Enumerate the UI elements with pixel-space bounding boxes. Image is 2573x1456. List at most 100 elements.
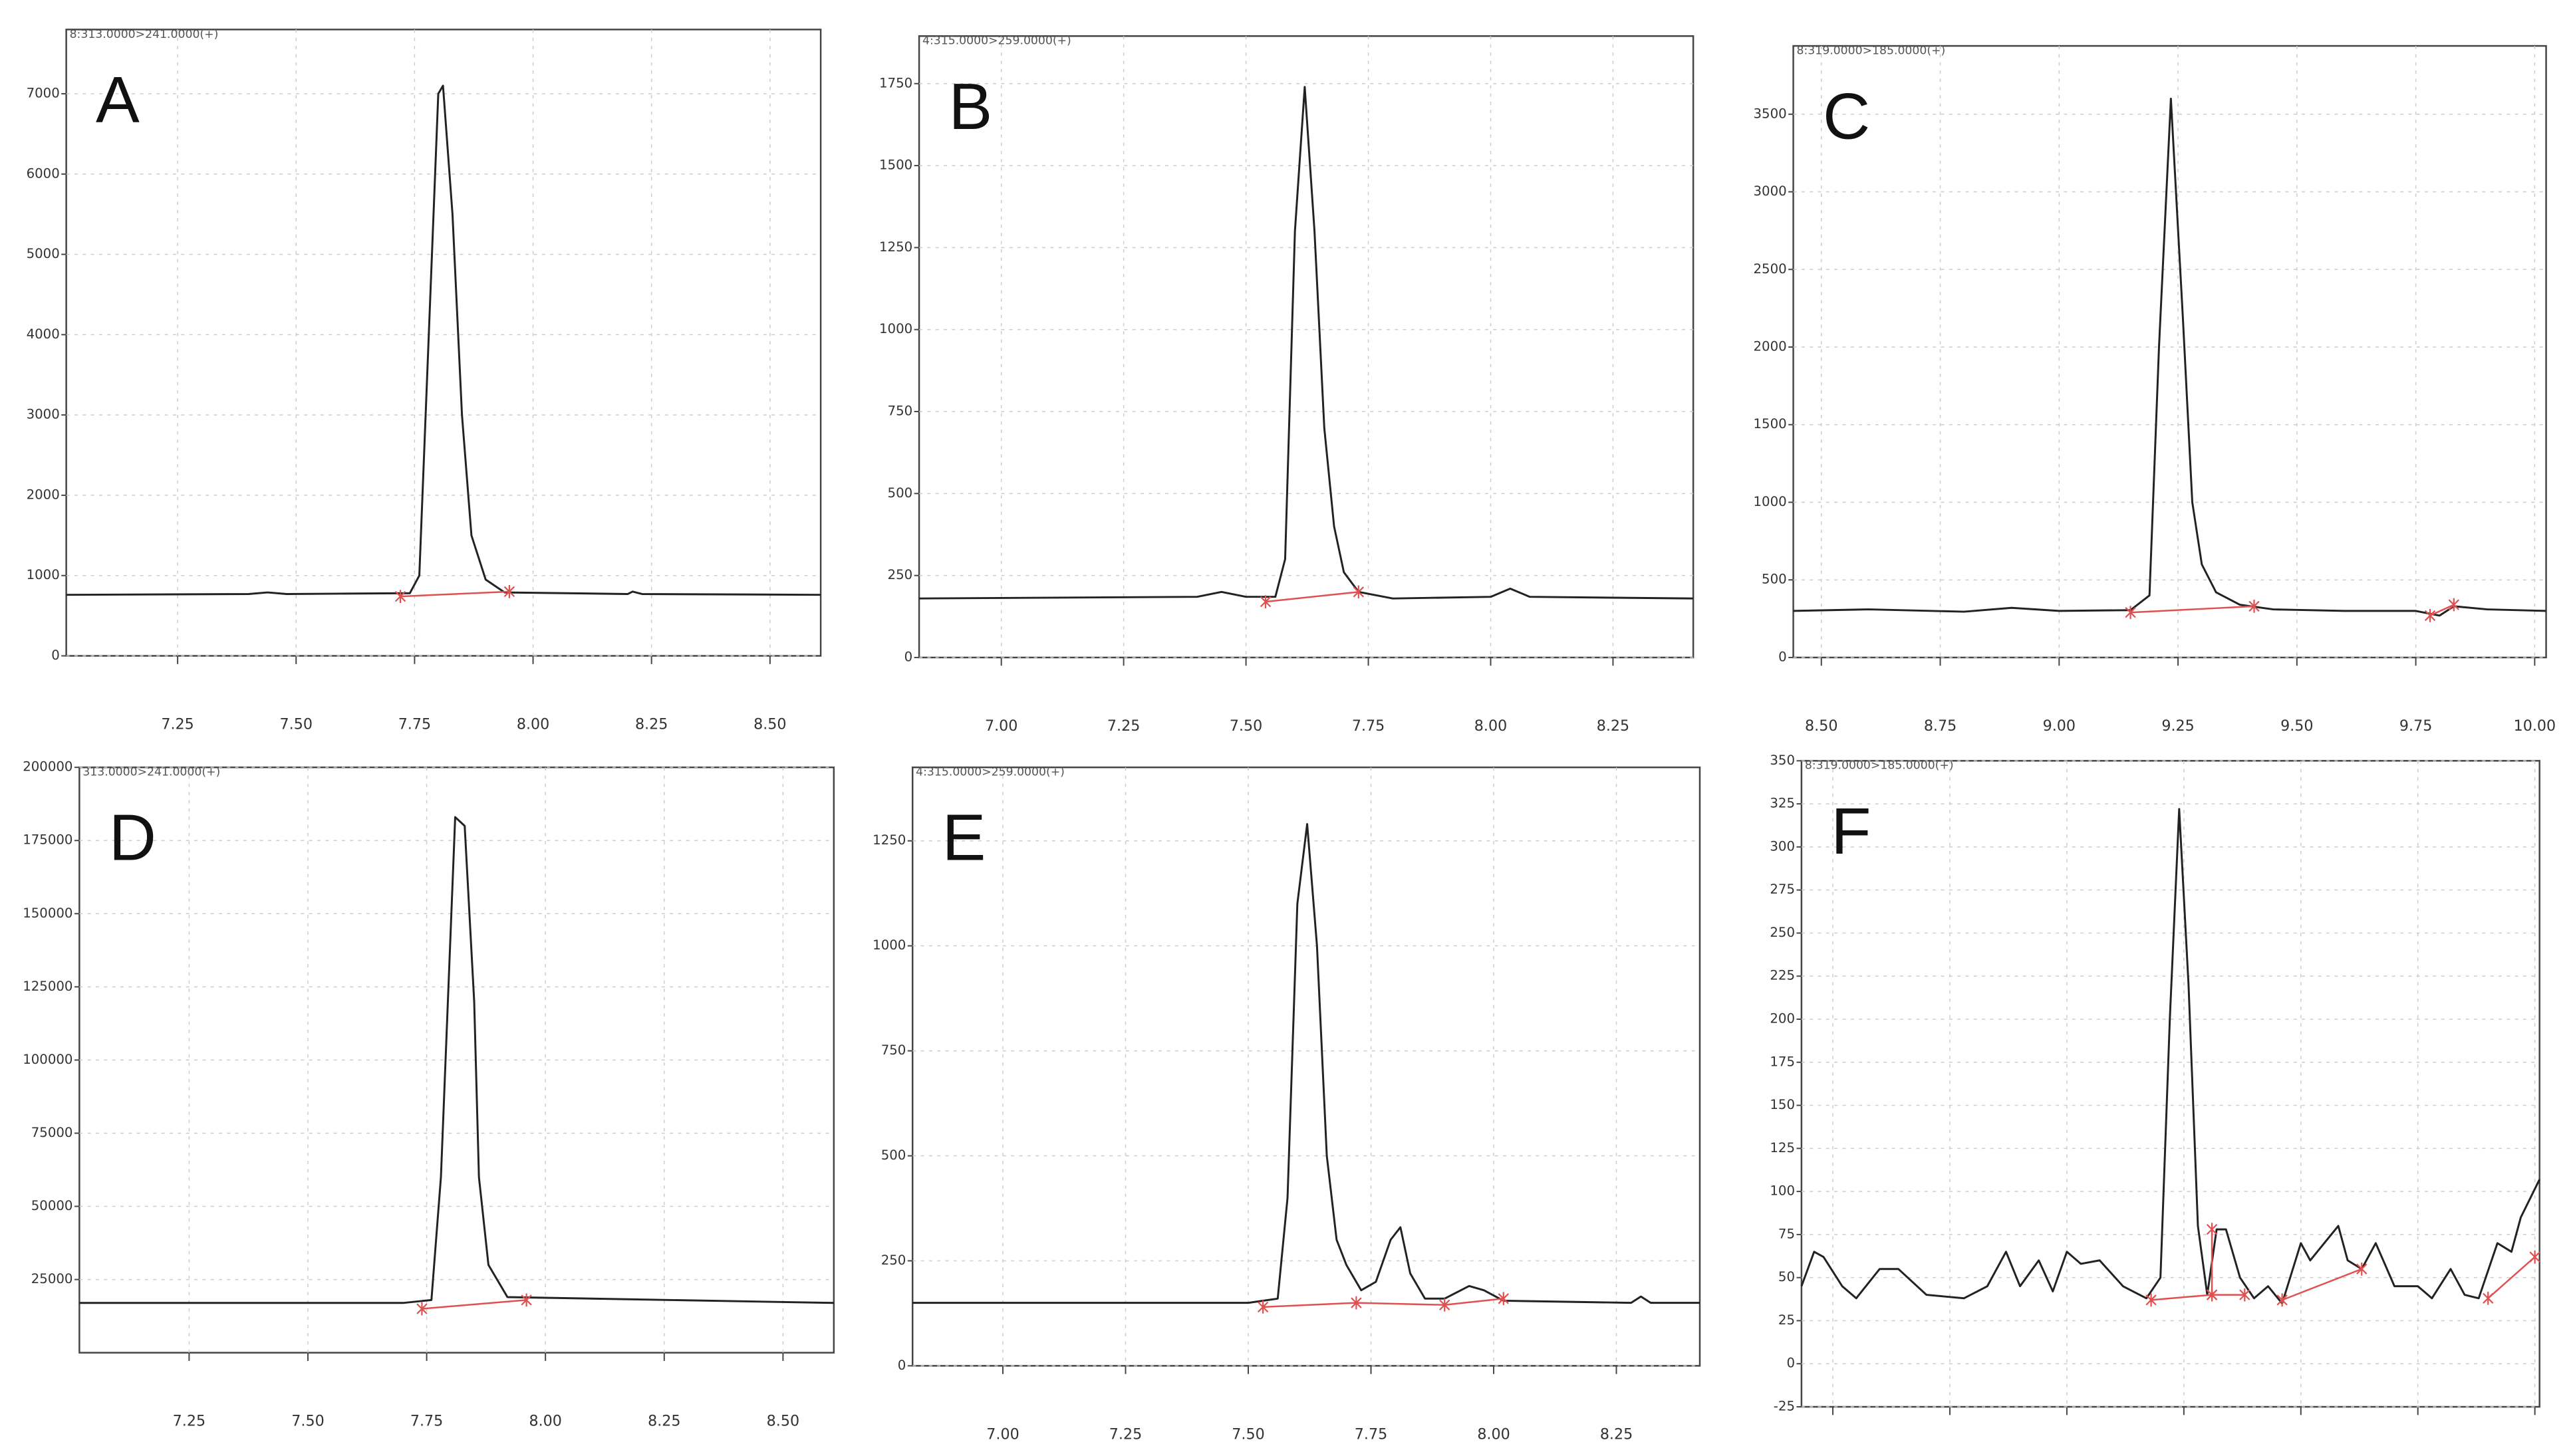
- integration-marker: [2125, 606, 2136, 620]
- x-tick-label: 7.25: [1109, 1425, 1142, 1443]
- panel-subtitle: 8:319.0000>185.0000(+): [1805, 759, 1954, 773]
- trace: [79, 816, 834, 1304]
- integration-marker: [521, 1293, 532, 1307]
- y-tick-label: 1500: [879, 158, 912, 173]
- y-tick-label: 200: [1770, 1011, 1795, 1027]
- x-tick-label: 8.25: [1597, 717, 1629, 735]
- x-tick-label: 7.25: [1107, 717, 1140, 735]
- y-tick-label: 275: [1770, 882, 1795, 897]
- y-tick-label: 100000: [23, 1052, 72, 1067]
- y-tick-label: 1500: [1754, 416, 1787, 431]
- integration-marker: [1351, 1296, 1362, 1310]
- integration-marker: [1439, 1298, 1450, 1312]
- integration-marker: [2276, 1293, 2288, 1307]
- plot-area: [918, 35, 1694, 659]
- integration-marker: [394, 590, 406, 603]
- y-tick-label: 25000: [31, 1271, 73, 1286]
- trace: [1800, 808, 2541, 1305]
- panel-letter: D: [109, 801, 156, 874]
- trace: [2429, 604, 2455, 617]
- integration-marker: [1260, 595, 1272, 608]
- integration-marker: [1257, 1300, 1269, 1314]
- y-tick-label: 500: [1762, 572, 1787, 587]
- x-tick-label: 8.50: [1805, 717, 1837, 735]
- y-tick-label: 750: [888, 404, 913, 419]
- integration-marker: [416, 1302, 428, 1316]
- y-tick-label: 175: [1770, 1054, 1795, 1069]
- y-tick-label: 3500: [1754, 106, 1787, 121]
- y-tick-label: 50: [1778, 1269, 1795, 1284]
- x-tick-label: 9.50: [2280, 717, 2313, 735]
- integration-marker: [2239, 1288, 2250, 1302]
- x-tick-label: 9.75: [2399, 717, 2432, 735]
- y-tick-label: 250: [881, 1253, 906, 1268]
- integration-marker: [1498, 1292, 1509, 1306]
- x-tick-label: 7.00: [986, 1425, 1019, 1443]
- plot-area: [1800, 760, 2540, 1408]
- x-tick-label: 7.50: [1232, 1425, 1264, 1443]
- y-tick-label: 1000: [1754, 494, 1787, 509]
- y-tick-label: 1250: [873, 832, 906, 848]
- y-tick-label: 75000: [31, 1125, 73, 1140]
- y-tick-label: 500: [881, 1148, 906, 1163]
- y-tick-label: 1000: [879, 321, 912, 336]
- y-tick-label: 2500: [1754, 261, 1787, 277]
- y-tick-label: 300: [1770, 838, 1795, 854]
- plot-area: [911, 766, 1701, 1367]
- y-tick-label: 500: [888, 485, 913, 501]
- x-tick-label: 8.50: [753, 716, 786, 733]
- x-tick-label: 8.50: [767, 1413, 799, 1430]
- integration-marker: [2424, 609, 2436, 622]
- y-tick-label: 1250: [879, 239, 912, 255]
- y-tick-label: 2000: [1754, 338, 1787, 354]
- panel-subtitle: 8:319.0000>185.0000(+): [1796, 44, 1945, 57]
- y-tick-label: 3000: [27, 407, 60, 422]
- y-tick-label: 1750: [879, 75, 912, 90]
- trace: [66, 84, 821, 596]
- x-tick-label: 7.00: [985, 717, 1017, 735]
- trace: [912, 822, 1700, 1304]
- y-tick-label: 3000: [1754, 183, 1787, 199]
- x-tick-label: 8.25: [648, 1413, 680, 1430]
- x-tick-label: 9.00: [2043, 717, 2076, 735]
- x-tick-label: 7.25: [161, 716, 194, 733]
- y-tick-label: 125: [1770, 1140, 1795, 1155]
- y-tick-label: 1000: [873, 937, 906, 953]
- panel-letter: F: [1831, 794, 1871, 868]
- y-tick-label: 150000: [23, 906, 72, 921]
- trace: [2487, 1256, 2536, 1299]
- y-tick-label: 75: [1778, 1226, 1795, 1241]
- y-tick-label: 5000: [27, 246, 60, 261]
- x-tick-label: 8.00: [1474, 717, 1507, 735]
- x-tick-label: 7.75: [410, 1413, 443, 1430]
- panel-subtitle: 4:315.0000>259.0000(+): [922, 35, 1071, 48]
- panel-letter: C: [1823, 80, 1870, 153]
- y-tick-label: 100: [1770, 1183, 1795, 1199]
- panel-letter: B: [948, 70, 992, 143]
- trace: [422, 1299, 527, 1310]
- y-tick-label: 250: [1770, 925, 1795, 940]
- y-tick-label: 175000: [23, 832, 72, 848]
- y-tick-label: 225: [1770, 968, 1795, 983]
- y-tick-label: 50000: [31, 1198, 73, 1213]
- x-tick-label: 7.25: [173, 1413, 205, 1430]
- plot-area: [65, 29, 822, 657]
- x-tick-label: 7.50: [291, 1413, 324, 1430]
- panel-subtitle: 8:313.0000>241.0000(+): [70, 28, 219, 41]
- x-tick-label: 7.75: [1355, 1425, 1387, 1443]
- y-tick-label: 0: [904, 649, 913, 664]
- y-tick-label: 0: [51, 648, 60, 663]
- integration-marker: [1353, 585, 1365, 599]
- trace: [2282, 1268, 2362, 1301]
- trace: [919, 86, 1694, 600]
- integration-marker: [2248, 600, 2260, 613]
- x-tick-label: 7.75: [398, 716, 431, 733]
- y-tick-label: 1000: [27, 567, 60, 582]
- integration-marker: [2448, 598, 2460, 612]
- y-tick-label: 750: [881, 1042, 906, 1058]
- trace: [2130, 605, 2254, 614]
- integration-marker: [2483, 1291, 2494, 1305]
- trace: [1265, 591, 1359, 603]
- x-tick-label: 8.00: [529, 1413, 561, 1430]
